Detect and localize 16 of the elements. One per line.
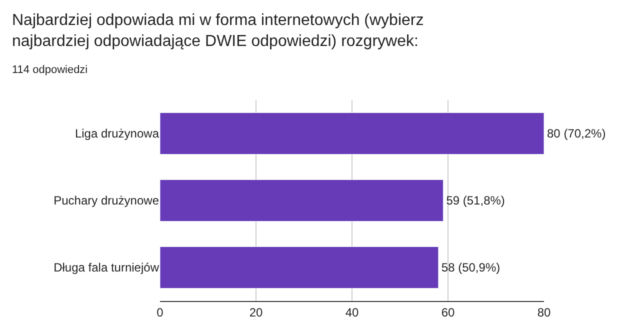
bar bbox=[160, 246, 439, 289]
bar bbox=[160, 179, 444, 222]
y-tick-label: Puchary drużynowe bbox=[54, 194, 160, 208]
x-tick-label: 80 bbox=[537, 305, 551, 320]
x-tick-label: 0 bbox=[156, 305, 164, 320]
x-tick-label: 40 bbox=[345, 305, 359, 320]
y-tick-label: Długa fala turniejów bbox=[54, 260, 160, 275]
y-tick-label: Liga drużynowa bbox=[74, 126, 160, 141]
x-tick-label: 20 bbox=[249, 305, 263, 320]
chart-title: Najbardziej odpowiada mi w forma internetowych (wybierz najbardziej odpowiadające DWIE odpowiedzi) rozgrywek: bbox=[12, 12, 424, 50]
data-label: 80 (70,2%) bbox=[547, 126, 606, 140]
x-tick-label: 60 bbox=[441, 305, 455, 320]
bar bbox=[160, 112, 544, 155]
data-label: 58 (50,9%) bbox=[441, 260, 500, 274]
data-label: 59 (51,8%) bbox=[446, 194, 505, 208]
text: 114 odpowiedzi bbox=[12, 64, 88, 76]
